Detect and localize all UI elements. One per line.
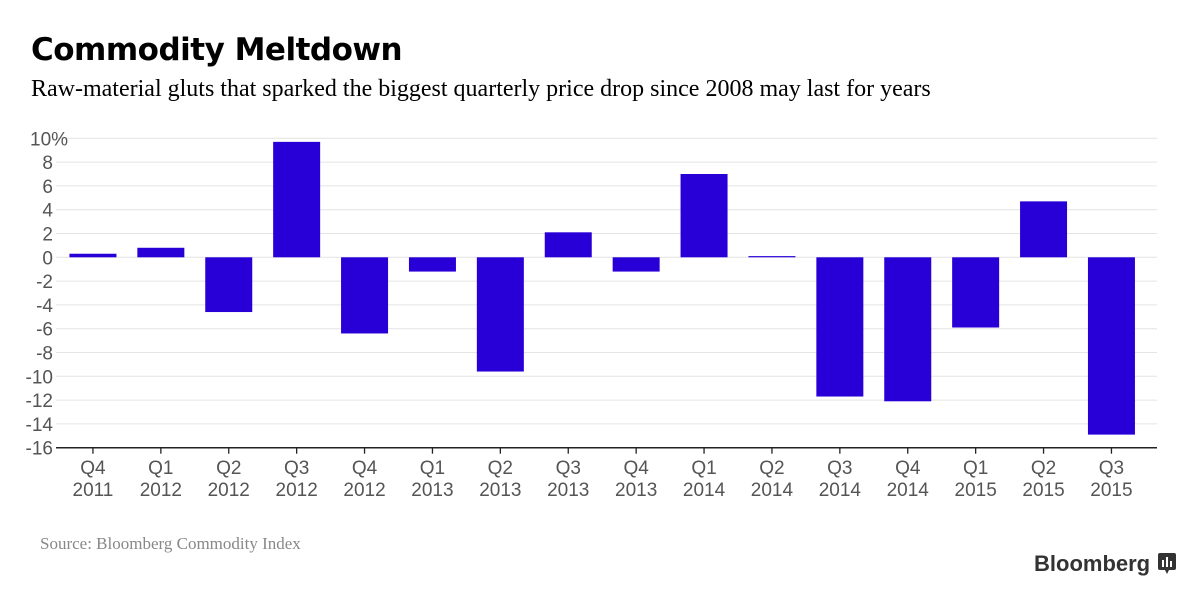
bar [544, 232, 592, 258]
source-note: Source: Bloomberg Commodity Index [40, 534, 301, 553]
y-tick-label: -14 [26, 415, 54, 436]
x-tick-label: Q3 [556, 458, 581, 479]
y-tick-label: -10 [26, 367, 53, 388]
bar [69, 253, 117, 258]
bar [408, 257, 456, 272]
bloomberg-chart-icon [1158, 553, 1177, 574]
x-tick-label: 2015 [955, 480, 997, 501]
x-tick-label: 2013 [615, 480, 657, 501]
bar [205, 257, 253, 313]
x-tick-label: 2012 [208, 480, 250, 501]
bar [273, 141, 321, 258]
y-tick-label: 8 [42, 153, 53, 174]
bar [884, 257, 932, 402]
x-tick-label: Q4 [895, 458, 921, 479]
bar [612, 257, 660, 272]
chart-subtitle: Raw-material gluts that sparked the bigg… [31, 76, 931, 102]
x-tick-label: 2014 [887, 480, 930, 501]
x-tick-label: 2015 [1090, 480, 1132, 501]
x-tick-label: Q4 [80, 458, 106, 479]
y-tick-label: -16 [26, 439, 53, 460]
x-tick-label: 2012 [343, 480, 385, 501]
bar [680, 174, 728, 258]
x-tick-label: 2014 [751, 480, 794, 501]
x-tick-label: Q3 [827, 458, 852, 479]
y-tick-label: 10% [30, 129, 68, 150]
y-tick-label: -4 [36, 296, 53, 317]
x-tick-label: 2013 [411, 480, 453, 501]
chart-title: Commodity Meltdown [31, 32, 403, 68]
bar [952, 257, 1000, 328]
x-tick-label: Q2 [488, 458, 513, 479]
x-tick-label: Q1 [691, 458, 716, 479]
x-tick-label: 2012 [276, 480, 318, 501]
logo-text: Bloomberg [1034, 551, 1151, 576]
y-tick-label: -12 [26, 391, 53, 412]
x-tick-label: Q2 [216, 458, 241, 479]
bar [1020, 201, 1068, 258]
x-tick-label: 2013 [547, 480, 589, 501]
bar [476, 257, 524, 372]
y-tick-label: -8 [36, 344, 53, 365]
x-tick-label: Q2 [1031, 458, 1056, 479]
x-tick-label: 2012 [140, 480, 182, 501]
y-tick-label: 0 [42, 248, 53, 269]
x-tick-label: 2014 [683, 480, 726, 501]
y-tick-label: 6 [42, 177, 53, 198]
bar [816, 257, 864, 397]
x-tick-label: Q2 [759, 458, 784, 479]
y-tick-label: -2 [36, 272, 53, 293]
x-tick-label: Q4 [623, 458, 649, 479]
y-tick-label: 2 [42, 225, 53, 246]
bar [1087, 257, 1135, 435]
bar [137, 247, 185, 258]
bloomberg-logo: Bloomberg [1034, 551, 1177, 577]
x-tick-label: Q3 [1099, 458, 1124, 479]
y-tick-label: 4 [42, 201, 53, 222]
x-tick-label: 2013 [479, 480, 521, 501]
x-tick-label: Q1 [148, 458, 173, 479]
y-tick-label: -6 [36, 320, 53, 341]
x-tick-label: Q4 [352, 458, 378, 479]
bar [341, 257, 389, 334]
x-tick-label: 2011 [73, 480, 114, 501]
x-tick-label: Q1 [963, 458, 988, 479]
x-tick-label: 2015 [1022, 480, 1064, 501]
x-tick-label: Q1 [420, 458, 445, 479]
x-tick-label: 2014 [819, 480, 862, 501]
x-tick-label: Q3 [284, 458, 309, 479]
bar [748, 256, 796, 258]
